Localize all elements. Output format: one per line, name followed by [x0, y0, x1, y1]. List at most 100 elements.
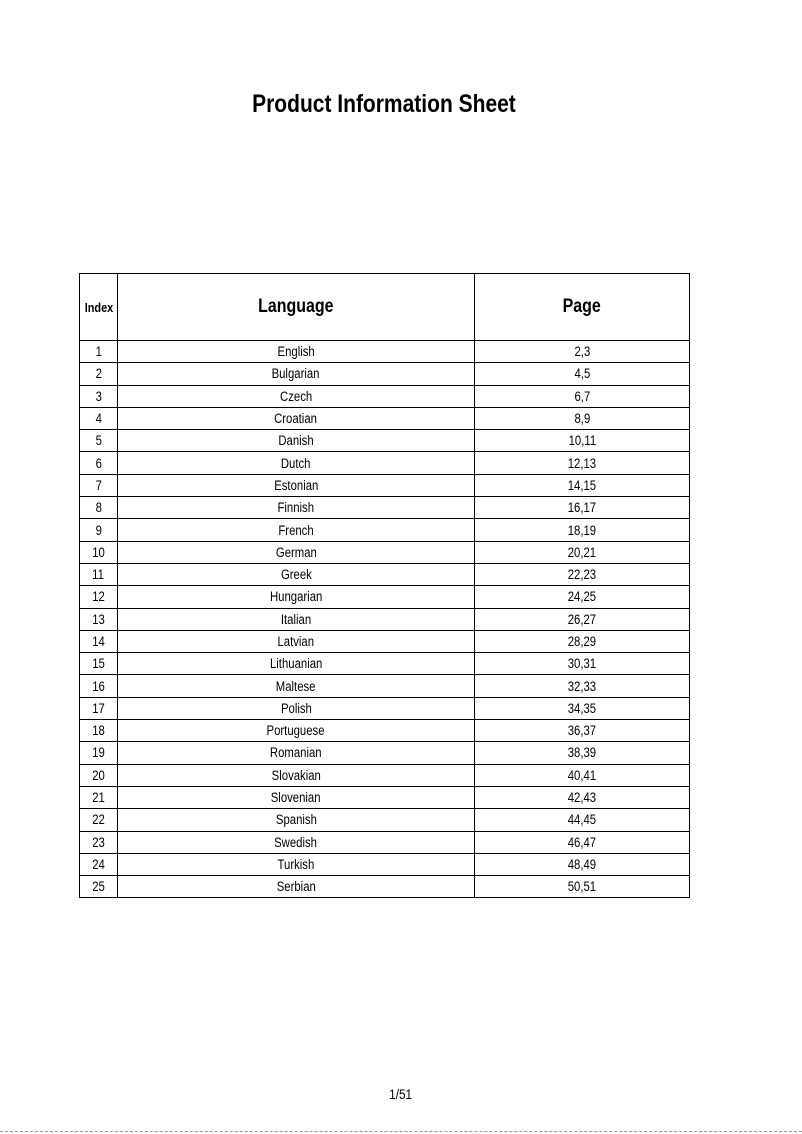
cell-language: Slovakian: [117, 763, 475, 787]
cell-page: 22,23: [474, 562, 690, 587]
table-header-row: Index Language Page: [79, 273, 690, 341]
table-row: 25 Serbian 50,51: [79, 875, 690, 899]
table-row: 18 Portuguese 36,37: [79, 719, 690, 743]
cell-index: 17: [79, 696, 118, 721]
page-title: Product Information Sheet: [252, 90, 516, 118]
cell-language: English: [117, 339, 475, 364]
cell-language: Croatian: [117, 406, 475, 431]
cell-language: Polish: [117, 696, 475, 721]
cell-page: 38,39: [474, 741, 690, 765]
cell-page: 44,45: [474, 808, 690, 832]
table-row: 11 Greek 22,23: [79, 562, 690, 587]
cell-index: 12: [79, 585, 118, 609]
cell-language: Slovenian: [117, 785, 475, 810]
cell-page: 32,33: [474, 674, 690, 698]
table-row: 17 Polish 34,35: [79, 696, 690, 721]
cell-index: 6: [79, 451, 118, 475]
cell-index: 11: [79, 562, 118, 587]
table-row: 10 German 20,21: [79, 540, 690, 564]
table-row: 12 Hungarian 24,25: [79, 585, 690, 609]
cell-language: Turkish: [117, 852, 475, 877]
cell-language: Dutch: [117, 451, 475, 475]
cell-page: 18,19: [474, 518, 690, 542]
header-index: Index: [79, 273, 118, 341]
cell-index: 21: [79, 785, 118, 810]
table-row: 13 Italian 26,27: [79, 607, 690, 631]
header-page: Page: [474, 273, 690, 341]
cell-language: Latvian: [117, 629, 475, 654]
cell-language: Serbian: [117, 875, 475, 899]
cell-language: Portuguese: [117, 719, 475, 743]
cell-language: German: [117, 540, 475, 564]
cell-page: 26,27: [474, 607, 690, 631]
cell-page: 28,29: [474, 629, 690, 654]
table-row: 14 Latvian 28,29: [79, 629, 690, 654]
cell-index: 14: [79, 629, 118, 654]
table-row: 20 Slovakian 40,41: [79, 763, 690, 787]
cell-language: Romanian: [117, 741, 475, 765]
cell-page: 50,51: [474, 875, 690, 899]
table-row: 6 Dutch 12,13: [79, 451, 690, 475]
cell-index: 18: [79, 719, 118, 743]
cell-page: 16,17: [474, 496, 690, 520]
cell-index: 9: [79, 518, 118, 542]
page-number: 1/51: [389, 1086, 413, 1102]
cell-page: 42,43: [474, 785, 690, 810]
cell-page: 10,11: [474, 429, 690, 453]
cell-language: Italian: [117, 607, 475, 631]
table-row: 1 English 2,3: [79, 339, 690, 364]
cell-index: 8: [79, 496, 118, 520]
table-row: 19 Romanian 38,39: [79, 741, 690, 765]
cell-page: 30,31: [474, 652, 690, 676]
cell-page: 36,37: [474, 719, 690, 743]
language-index-table: Index Language Page 1 English 2,3 2 Bulgaria…: [79, 273, 690, 899]
cell-index: 16: [79, 674, 118, 698]
cell-index: 10: [79, 540, 118, 564]
cell-language: Greek: [117, 562, 475, 587]
cell-language: French: [117, 518, 475, 542]
cell-language: Lithuanian: [117, 652, 475, 676]
cell-page: 46,47: [474, 830, 690, 854]
table-row: 4 Croatian 8,9: [79, 406, 690, 431]
cell-language: Danish: [117, 429, 475, 453]
cell-page: 20,21: [474, 540, 690, 564]
cell-page: 8,9: [474, 406, 690, 431]
cell-index: 15: [79, 652, 118, 676]
table-row: 5 Danish 10,11: [79, 429, 690, 453]
cell-language: Estonian: [117, 473, 475, 498]
table-row: 8 Finnish 16,17: [79, 496, 690, 520]
cell-index: 23: [79, 830, 118, 854]
cell-language: Bulgarian: [117, 362, 475, 386]
header-language: Language: [117, 273, 475, 341]
cell-page: 24,25: [474, 585, 690, 609]
cell-index: 22: [79, 808, 118, 832]
cell-language: Finnish: [117, 496, 475, 520]
table-row: 9 French 18,19: [79, 518, 690, 542]
cell-language: Maltese: [117, 674, 475, 698]
cell-page: 48,49: [474, 852, 690, 877]
cell-language: Swedish: [117, 830, 475, 854]
cell-index: 3: [79, 384, 118, 408]
cell-language: Spanish: [117, 808, 475, 832]
table-row: 23 Swedish 46,47: [79, 830, 690, 854]
cell-page: 12,13: [474, 451, 690, 475]
table-row: 2 Bulgarian 4,5: [79, 362, 690, 386]
cell-index: 4: [79, 406, 118, 431]
cell-page: 14,15: [474, 473, 690, 498]
cell-page: 6,7: [474, 384, 690, 408]
page-edge-divider: [0, 1131, 802, 1132]
table-row: 22 Spanish 44,45: [79, 808, 690, 832]
cell-index: 24: [79, 852, 118, 877]
cell-language: Czech: [117, 384, 475, 408]
cell-index: 7: [79, 473, 118, 498]
cell-index: 25: [79, 875, 118, 899]
table-row: 15 Lithuanian 30,31: [79, 652, 690, 676]
table-row: 3 Czech 6,7: [79, 384, 690, 408]
table-row: 21 Slovenian 42,43: [79, 785, 690, 810]
cell-page: 34,35: [474, 696, 690, 721]
cell-index: 19: [79, 741, 118, 765]
cell-index: 20: [79, 763, 118, 787]
cell-index: 1: [79, 339, 118, 364]
table-row: 24 Turkish 48,49: [79, 852, 690, 877]
cell-page: 40,41: [474, 763, 690, 787]
